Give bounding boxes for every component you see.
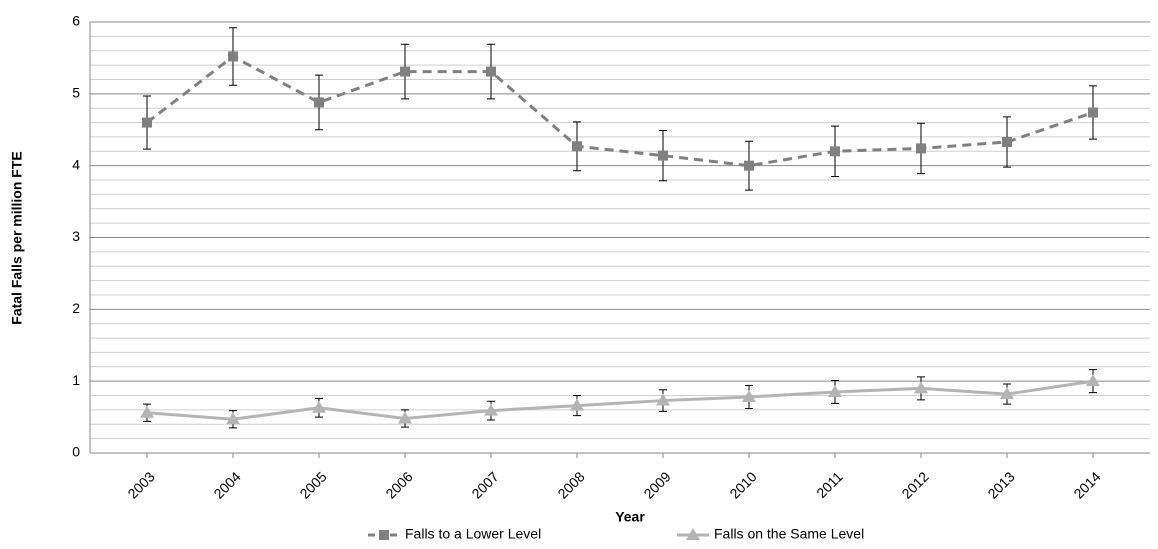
marker: [742, 389, 756, 402]
marker: [314, 97, 324, 108]
marker: [572, 141, 582, 152]
marker: [828, 384, 842, 397]
legend-marker: [379, 530, 389, 540]
series-line: [146, 379, 1094, 421]
marker: [486, 66, 496, 77]
marker: [656, 393, 670, 406]
y-axis-title: Fatal Falls per million FTE: [9, 151, 25, 324]
marker: [312, 400, 326, 413]
x-tick-label: 2010: [726, 468, 759, 501]
x-tick-label: 2013: [984, 468, 1017, 501]
x-tick-label: 2011: [813, 468, 846, 501]
x-tick-label: 2014: [1070, 468, 1103, 501]
x-tick-label: 2006: [382, 468, 415, 501]
marker: [744, 160, 754, 171]
x-tick-label: 2007: [468, 468, 501, 501]
marker: [1086, 374, 1100, 387]
y-tick-label: 6: [72, 13, 80, 29]
marker: [398, 411, 412, 424]
y-tick-label: 4: [72, 156, 80, 172]
y-tick-label: 1: [72, 372, 80, 388]
x-axis-title: Year: [615, 509, 645, 525]
marker: [914, 381, 928, 394]
x-tick-label: 2003: [124, 468, 157, 501]
x-tick-label: 2009: [640, 468, 673, 501]
y-tick-label: 2: [72, 300, 80, 316]
marker: [658, 150, 668, 161]
y-tick-label: 5: [72, 85, 80, 101]
marker: [830, 146, 840, 157]
series-line: [146, 54, 1094, 168]
x-tick-label: 2008: [554, 468, 587, 501]
x-tick-label: 2004: [210, 468, 243, 501]
x-tick-label: 2005: [296, 468, 329, 501]
marker: [400, 66, 410, 77]
marker: [226, 412, 240, 425]
marker: [142, 117, 152, 128]
x-tick-label: 2012: [898, 468, 931, 501]
y-tick-label: 3: [72, 228, 80, 244]
legend-label: Falls on the Same Level: [714, 526, 864, 542]
legend-marker: [686, 528, 700, 540]
y-tick-label: 0: [72, 444, 80, 460]
marker: [484, 403, 498, 416]
marker: [1000, 387, 1014, 400]
marker: [228, 51, 238, 62]
marker: [570, 398, 584, 411]
legend-label: Falls to a Lower Level: [405, 526, 541, 542]
marker: [140, 405, 154, 418]
marker: [916, 143, 926, 154]
marker: [1088, 107, 1098, 118]
marker: [1002, 136, 1012, 147]
